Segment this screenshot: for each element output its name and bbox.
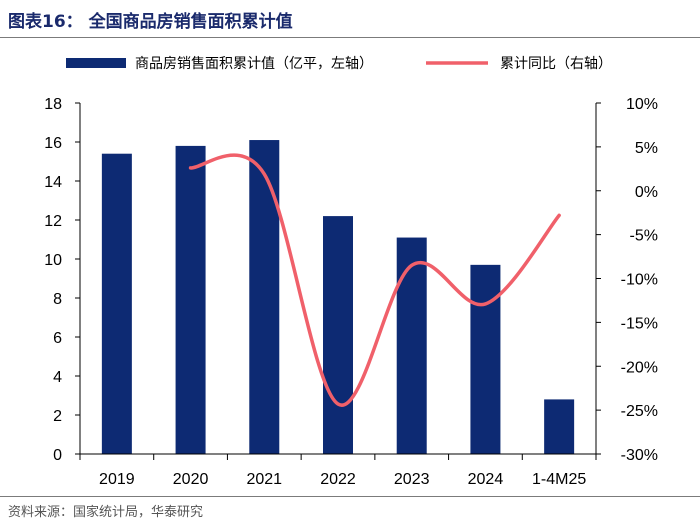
- left-tick-label: 8: [53, 291, 62, 308]
- bar-1-4M25: [544, 399, 575, 454]
- right-tick-label: -5%: [630, 228, 658, 245]
- x-tick-label: 2021: [246, 471, 282, 488]
- right-axis-ticks: -30% -25% -20% -15% -10% -5% 0% 5% 10%: [596, 96, 658, 464]
- source-divider: [0, 496, 700, 497]
- right-tick-label: 0%: [635, 184, 658, 201]
- x-tick-label: 2023: [394, 471, 430, 488]
- yoy-line: [188, 153, 561, 407]
- x-axis-labels: 2019 2020 2021 2022 2023 2024 1-4M25: [79, 454, 597, 488]
- right-tick-label: -15%: [621, 315, 658, 332]
- x-tick-label: 2020: [173, 471, 209, 488]
- legend-line-label: 累计同比（右轴）: [500, 56, 612, 72]
- title-divider: [0, 37, 700, 38]
- bar-2021: [249, 140, 280, 455]
- x-tick-label: 2019: [99, 471, 135, 488]
- x-tick-label: 2024: [468, 471, 504, 488]
- legend: 商品房销售面积累计值（亿平，左轴） 累计同比（右轴）: [66, 56, 612, 72]
- chart-canvas: 商品房销售面积累计值（亿平，左轴） 累计同比（右轴） 0 2 4 6 8 10 12 14 16…: [44, 56, 658, 488]
- left-tick-label: 4: [53, 369, 62, 386]
- left-tick-label: 2: [53, 408, 62, 425]
- bar-2019: [101, 153, 132, 454]
- legend-bar-swatch: [66, 58, 126, 68]
- left-tick-label: 10: [44, 252, 62, 269]
- bar-series: [101, 140, 575, 455]
- bar-2022: [323, 216, 353, 454]
- right-tick-label: 5%: [635, 140, 658, 157]
- left-tick-label: 18: [44, 96, 62, 113]
- left-tick-label: 14: [44, 174, 62, 191]
- left-tick-label: 0: [53, 447, 62, 464]
- left-axis-ticks: 0 2 4 6 8 10 12 14 16 18: [44, 96, 80, 464]
- left-tick-label: 12: [44, 213, 62, 230]
- left-tick-label: 16: [44, 135, 62, 152]
- bar-2020: [175, 145, 206, 454]
- right-tick-label: -20%: [621, 359, 658, 376]
- bar-2023: [396, 237, 427, 454]
- chart-title: 图表16： 全国商品房销售面积累计值: [8, 12, 293, 32]
- right-tick-label: -10%: [621, 272, 658, 289]
- right-tick-label: 10%: [626, 96, 658, 113]
- title-bar: 图表16： 全国商品房销售面积累计值: [0, 0, 700, 38]
- bar-2024: [470, 264, 501, 454]
- x-tick-label: 1-4M25: [532, 471, 586, 488]
- right-tick-label: -25%: [621, 403, 658, 420]
- right-tick-label: -30%: [621, 447, 658, 464]
- left-tick-label: 6: [53, 330, 62, 347]
- source-note: 资料来源：国家统计局，华泰研究: [8, 505, 204, 520]
- x-tick-label: 2022: [320, 471, 356, 488]
- legend-bar-label: 商品房销售面积累计值（亿平，左轴）: [135, 56, 373, 72]
